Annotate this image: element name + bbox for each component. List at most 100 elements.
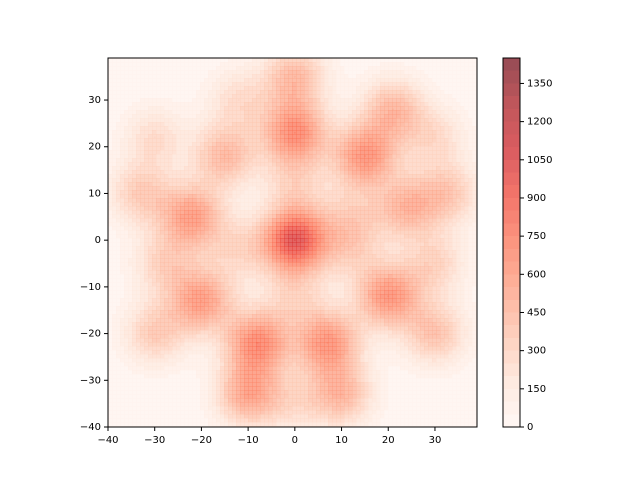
contour-cell — [168, 178, 173, 183]
contour-cell — [280, 114, 285, 119]
contour-cell — [152, 338, 157, 343]
contour-cell — [124, 186, 129, 191]
contour-cell — [304, 330, 309, 335]
contour-cell — [156, 170, 161, 175]
contour-cell — [308, 346, 313, 351]
contour-cell — [176, 146, 181, 151]
contour-cell — [176, 210, 181, 215]
contour-cell — [128, 66, 133, 71]
contour-cell — [224, 70, 229, 75]
contour-cell — [248, 210, 253, 215]
contour-cell — [200, 366, 205, 371]
contour-cell — [216, 198, 221, 203]
contour-cell — [128, 394, 133, 399]
contour-cell — [200, 318, 205, 323]
contour-cell — [312, 178, 317, 183]
contour-cell — [220, 282, 225, 287]
contour-cell — [236, 162, 241, 167]
contour-cell — [128, 250, 133, 255]
contour-cell — [272, 78, 277, 83]
contour-cell — [296, 214, 301, 219]
contour-cell — [204, 210, 209, 215]
contour-cell — [232, 114, 237, 119]
contour-cell — [252, 82, 257, 87]
contour-cell — [192, 354, 197, 359]
contour-cell — [244, 142, 249, 147]
contour-cell — [320, 130, 325, 135]
contour-cell — [268, 278, 273, 283]
contour-cell — [280, 246, 285, 251]
contour-cell — [204, 86, 209, 91]
contour-cell — [228, 370, 233, 375]
contour-cell — [156, 114, 161, 119]
contour-cell — [288, 66, 293, 71]
contour-cell — [168, 186, 173, 191]
contour-cell — [216, 206, 221, 211]
contour-cell — [268, 150, 273, 155]
contour-cell — [168, 154, 173, 159]
contour-cell — [296, 302, 301, 307]
contour-cell — [216, 250, 221, 255]
contour-cell — [168, 210, 173, 215]
contour-cell — [248, 70, 253, 75]
contour-cell — [184, 118, 189, 123]
contour-cell — [140, 378, 145, 383]
contour-cell — [128, 406, 133, 411]
contour-cell — [148, 154, 153, 159]
contour-cell — [124, 106, 129, 111]
contour-cell — [244, 358, 249, 363]
contour-cell — [144, 334, 149, 339]
contour-cell — [120, 314, 125, 319]
contour-cell — [304, 114, 309, 119]
contour-cell — [156, 322, 161, 327]
contour-cell — [180, 406, 185, 411]
contour-cell — [108, 274, 113, 279]
contour-cell — [108, 186, 113, 191]
contour-cell — [300, 326, 305, 331]
contour-cell — [208, 262, 213, 267]
contour-cell — [280, 62, 285, 67]
contour-cell — [180, 398, 185, 403]
contour-cell — [208, 286, 213, 291]
contour-cell — [284, 122, 289, 127]
contour-cell — [320, 226, 325, 231]
contour-cell — [176, 174, 181, 179]
contour-cell — [236, 350, 241, 355]
contour-cell — [288, 410, 293, 415]
contour-cell — [292, 170, 297, 175]
contour-cell — [308, 194, 313, 199]
contour-cell — [316, 290, 321, 295]
contour-cell — [276, 126, 281, 131]
contour-cell — [156, 134, 161, 139]
contour-cell — [192, 230, 197, 235]
contour-cell — [232, 198, 237, 203]
contour-cell — [228, 290, 233, 295]
contour-cell — [260, 330, 265, 335]
contour-cell — [276, 362, 281, 367]
contour-cell — [156, 126, 161, 131]
contour-cell — [152, 278, 157, 283]
contour-cell — [304, 70, 309, 75]
contour-cell — [268, 178, 273, 183]
contour-cell — [224, 58, 229, 63]
contour-cell — [128, 122, 133, 127]
contour-cell — [116, 402, 121, 407]
contour-cell — [224, 206, 229, 211]
contour-cell — [272, 286, 277, 291]
contour-cell — [156, 306, 161, 311]
contour-cell — [128, 314, 133, 319]
contour-cell — [304, 262, 309, 267]
contour-cell — [172, 266, 177, 271]
contour-cell — [164, 138, 169, 143]
contour-cell — [116, 130, 121, 135]
contour-cell — [276, 218, 281, 223]
contour-cell — [240, 66, 245, 71]
contour-cell — [300, 422, 305, 427]
contour-cell — [176, 338, 181, 343]
contour-cell — [220, 142, 225, 147]
contour-cell — [204, 354, 209, 359]
contour-cell — [288, 362, 293, 367]
contour-cell — [184, 350, 189, 355]
contour-cell — [304, 414, 309, 419]
contour-cell — [124, 334, 129, 339]
